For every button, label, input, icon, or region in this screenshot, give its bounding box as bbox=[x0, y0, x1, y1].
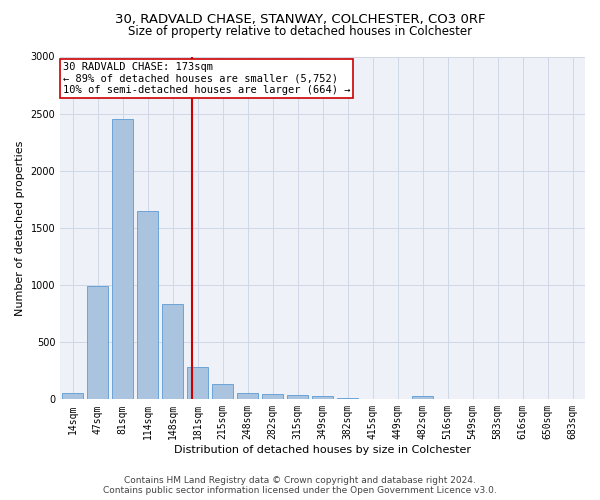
Y-axis label: Number of detached properties: Number of detached properties bbox=[15, 140, 25, 316]
Bar bbox=[112, 120, 133, 400]
Bar bbox=[362, 399, 383, 400]
Bar bbox=[287, 395, 308, 400]
Bar bbox=[62, 393, 83, 400]
Bar bbox=[187, 368, 208, 400]
Bar bbox=[162, 304, 183, 400]
Bar bbox=[137, 211, 158, 400]
Bar bbox=[237, 393, 258, 400]
Bar bbox=[262, 394, 283, 400]
Bar bbox=[87, 286, 108, 400]
Text: 30, RADVALD CHASE, STANWAY, COLCHESTER, CO3 0RF: 30, RADVALD CHASE, STANWAY, COLCHESTER, … bbox=[115, 12, 485, 26]
Bar bbox=[212, 384, 233, 400]
Text: 30 RADVALD CHASE: 173sqm
← 89% of detached houses are smaller (5,752)
10% of sem: 30 RADVALD CHASE: 173sqm ← 89% of detach… bbox=[63, 62, 350, 95]
Text: Size of property relative to detached houses in Colchester: Size of property relative to detached ho… bbox=[128, 25, 472, 38]
Bar bbox=[312, 396, 333, 400]
Bar bbox=[412, 396, 433, 400]
X-axis label: Distribution of detached houses by size in Colchester: Distribution of detached houses by size … bbox=[174, 445, 471, 455]
Text: Contains HM Land Registry data © Crown copyright and database right 2024.
Contai: Contains HM Land Registry data © Crown c… bbox=[103, 476, 497, 495]
Bar bbox=[337, 398, 358, 400]
